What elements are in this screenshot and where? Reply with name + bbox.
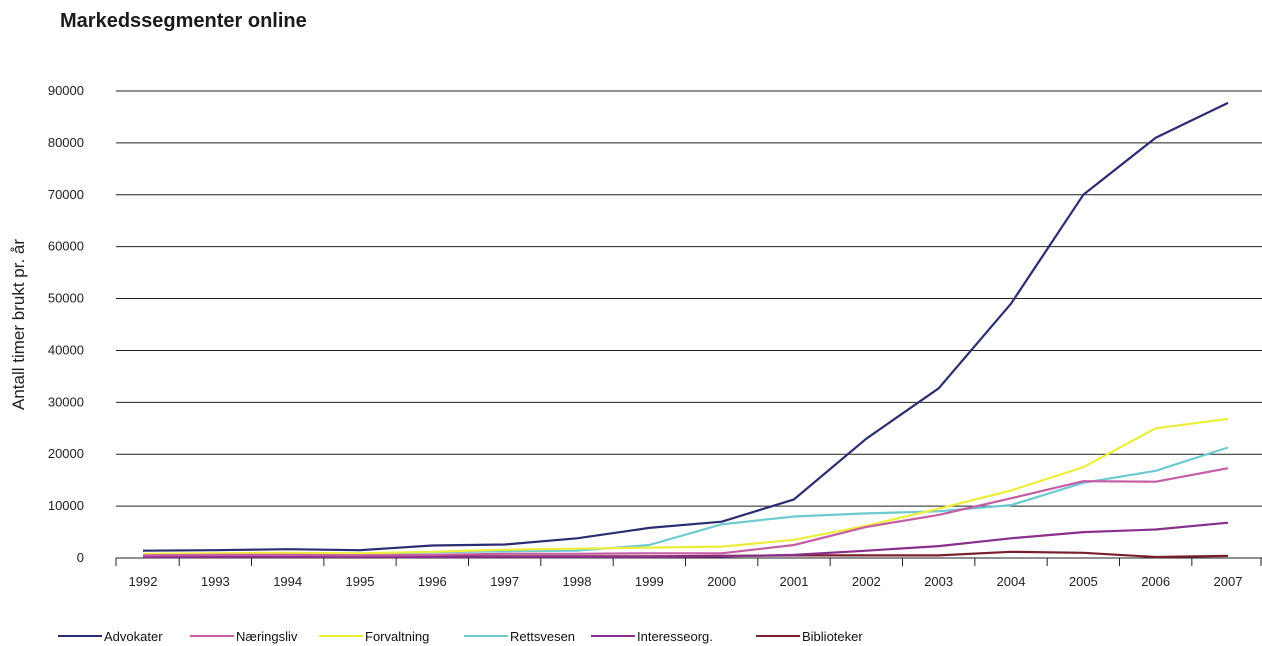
x-tick-label: 1998 — [563, 574, 592, 589]
x-tick-label: 2007 — [1214, 574, 1243, 589]
x-tick-label: 1999 — [635, 574, 664, 589]
x-tick-label: 2003 — [924, 574, 953, 589]
series-line-forvaltning — [142, 417, 1229, 555]
x-tick-label: 1996 — [418, 574, 447, 589]
y-tick-label: 30000 — [48, 394, 84, 409]
x-tick-label: 2000 — [707, 574, 736, 589]
y-tick-label: 10000 — [48, 498, 84, 513]
chart-title: Markedssegmenter online — [60, 10, 307, 32]
x-tick-label: 1995 — [346, 574, 375, 589]
series-line-næringsliv — [142, 467, 1229, 557]
legend-label: Rettsvesen — [510, 629, 575, 644]
x-tick-label: 2004 — [997, 574, 1026, 589]
y-tick-label: 80000 — [48, 135, 84, 150]
y-tick-label: 50000 — [48, 291, 84, 306]
y-tick-label: 40000 — [48, 342, 84, 357]
series-line-interesseorg- — [143, 521, 1229, 559]
x-tick-label: 1994 — [273, 574, 302, 589]
legend-label: Interesseorg. — [637, 629, 713, 644]
y-tick-label: 20000 — [48, 446, 84, 461]
x-tick-label: 2006 — [1141, 574, 1170, 589]
legend-label: Forvaltning — [365, 629, 429, 644]
x-tick-label: 1997 — [490, 574, 519, 589]
x-tick-label: 2001 — [780, 574, 809, 589]
x-tick-label: 1992 — [129, 574, 158, 589]
x-tick-label: 2005 — [1069, 574, 1098, 589]
y-axis-label: Antall timer brukt pr. år — [9, 239, 28, 410]
y-tick-label: 90000 — [48, 83, 84, 98]
series-line-rettsvesen — [142, 446, 1229, 556]
y-tick-label: 70000 — [48, 187, 84, 202]
x-tick-label: 1993 — [201, 574, 230, 589]
series-line-advokater — [142, 101, 1229, 552]
y-tick-label: 60000 — [48, 239, 84, 254]
y-tick-label: 0 — [77, 550, 84, 565]
legend-label: Advokater — [104, 629, 163, 644]
legend-label: Biblioteker — [802, 629, 863, 644]
legend-label: Næringsliv — [236, 629, 298, 644]
x-tick-label: 2002 — [852, 574, 881, 589]
